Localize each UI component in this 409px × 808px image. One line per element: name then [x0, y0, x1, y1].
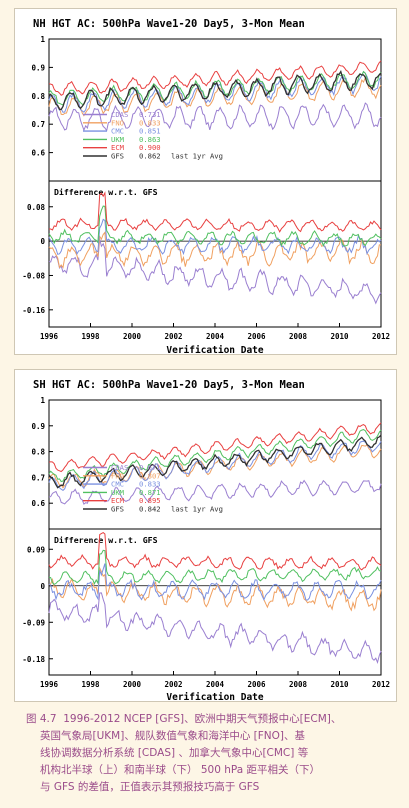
top-y-tick-label: 1 — [40, 396, 45, 405]
diff-line-ukm — [48, 549, 382, 586]
legend-name-ukm: UKM — [111, 488, 125, 497]
bottom-y-tick-label: -0.09 — [22, 618, 45, 627]
legend-value-ecm: 0.900 — [139, 143, 161, 152]
legend-value-cmc: 0.851 — [139, 127, 161, 136]
legend-name-ecm: ECM — [111, 496, 125, 505]
x-tick-label: 2004 — [206, 332, 225, 341]
caption-line-2: 英国气象局[UKM]、舰队数值气象和海洋中心 [FNO]、基 — [40, 730, 306, 742]
legend-value-fno: 0.833 — [139, 118, 161, 127]
diff-line-ecm — [48, 531, 382, 571]
top-y-tick-label: 0.7 — [31, 120, 45, 129]
series-line-cdas — [48, 102, 382, 132]
legend-name-ukm: UKM — [111, 135, 125, 144]
sh-chart-panel: SH HGT AC: 500hPa Wave1-20 Day5, 3-Mon M… — [14, 369, 397, 702]
chart-title: SH HGT AC: 500hPa Wave1-20 Day5, 3-Mon M… — [33, 379, 305, 391]
diff-line-ecm — [49, 191, 382, 233]
x-tick-label: 2000 — [123, 332, 142, 341]
top-y-tick-label: 0.9 — [31, 422, 45, 431]
x-tick-label: 2012 — [372, 332, 390, 341]
diff-line-cdas — [48, 592, 382, 664]
caption-line-5: 与 GFS 的差值，正值表示其预报技巧高于 GFS — [40, 781, 260, 793]
diff-line-ukm — [48, 205, 382, 247]
series-line-gfs — [48, 70, 382, 111]
x-tick-label: 1996 — [40, 680, 59, 689]
caption-line-4: 机构北半球（上）和南半球（下） 500 hPa 距平相关（下） — [40, 764, 321, 776]
top-y-tick-label: 0.7 — [31, 473, 45, 482]
legend-name-cdas: CDAS — [111, 463, 128, 472]
series-line-ukm — [48, 429, 382, 483]
diff-line-cmc — [48, 563, 382, 601]
legend-value-ukm: 0.871 — [139, 488, 161, 497]
top-y-tick-label: 1 — [40, 35, 45, 44]
top-y-tick-label: 0.9 — [31, 63, 45, 72]
x-tick-label: 2010 — [330, 332, 349, 341]
diff-line-fno — [48, 566, 382, 612]
x-tick-label: 2002 — [164, 680, 182, 689]
x-axis-label: Verification Date — [166, 692, 264, 701]
x-tick-label: 2004 — [206, 680, 225, 689]
legend-value-cdas: 0.731 — [139, 110, 161, 119]
bottom-y-tick-label: 0 — [40, 582, 45, 591]
legend-value-cdas: 0.671 — [139, 463, 161, 472]
legend-name-gfs: GFS — [111, 152, 124, 161]
caption-line-1: 图 4.7 1996-2012 NCEP [GFS]、欧洲中期天气预报中心[EC… — [26, 711, 394, 728]
diff-line-cmc — [48, 218, 382, 256]
diff-line-cdas — [48, 238, 382, 305]
bottom-y-tick-label: -0.16 — [22, 306, 45, 315]
legend-value-gfs: 0.842 — [139, 505, 161, 514]
sh-chart: SH HGT AC: 500hPa Wave1-20 Day5, 3-Mon M… — [22, 379, 390, 701]
x-tick-label: 2008 — [289, 332, 308, 341]
figure-caption: 图 4.7 1996-2012 NCEP [GFS]、欧洲中期天气预报中心[EC… — [26, 711, 394, 796]
legend-name-gfs: GFS — [111, 505, 124, 514]
top-y-tick-label: 0.6 — [31, 499, 45, 508]
series-line-cmc — [48, 71, 382, 113]
top-y-tick-label: 0.6 — [31, 149, 45, 158]
legend-value-ukm: 0.863 — [139, 135, 161, 144]
legend-name-ecm: ECM — [111, 143, 125, 152]
bottom-y-tick-label: 0 — [40, 237, 45, 246]
chart-title: NH HGT AC: 500hPa Wave1-20 Day5, 3-Mon M… — [33, 18, 305, 30]
x-tick-label: 2000 — [123, 680, 142, 689]
bottom-y-tick-label: -0.08 — [22, 271, 45, 280]
x-tick-label: 1998 — [81, 332, 100, 341]
legend-note: last 1yr Avg — [171, 505, 223, 514]
series-line-cmc — [48, 440, 382, 492]
x-tick-label: 2006 — [247, 332, 266, 341]
top-y-tick-label: 0.8 — [31, 92, 45, 101]
legend-name-cdas: CDAS — [111, 110, 128, 119]
legend-name-fno: FNO — [111, 471, 124, 480]
series-line-gfs — [48, 434, 382, 489]
caption-line-3: 线协调数据分析系统 [CDAS] 、加拿大气象中心[CMC] 等 — [40, 747, 309, 759]
legend-value-cmc: 0.833 — [139, 480, 161, 489]
top-y-tick-label: 0.8 — [31, 448, 45, 457]
legend-value-ecm: 0.895 — [139, 496, 161, 505]
x-tick-label: 1996 — [40, 332, 59, 341]
series-line-ecm — [48, 60, 382, 96]
legend-name-cmc: CMC — [111, 127, 124, 136]
legend-name-cmc: CMC — [111, 480, 124, 489]
legend-name-fno: FNO — [111, 118, 124, 127]
bottom-y-tick-label: 0.08 — [27, 203, 46, 212]
x-axis-label: Verification Date — [166, 345, 264, 354]
caption-text-1: 1996-2012 NCEP [GFS]、欧洲中期天气预报中心[ECM]、 — [63, 713, 342, 725]
x-tick-label: 2012 — [372, 680, 390, 689]
x-tick-label: 2002 — [164, 332, 182, 341]
x-tick-label: 2006 — [247, 680, 266, 689]
x-tick-label: 2010 — [330, 680, 349, 689]
bottom-y-tick-label: 0.09 — [27, 545, 46, 554]
legend-note: last 1yr Avg — [171, 152, 223, 161]
legend-value-fno: 0.807 — [139, 471, 161, 480]
legend-value-gfs: 0.862 — [139, 152, 161, 161]
figure-number: 图 4.7 — [26, 713, 57, 725]
difference-label: Difference w.r.t. GFS — [54, 187, 158, 197]
nh-chart: NH HGT AC: 500hPa Wave1-20 Day5, 3-Mon M… — [22, 18, 390, 354]
x-tick-label: 2008 — [289, 680, 308, 689]
nh-chart-panel: NH HGT AC: 500hPa Wave1-20 Day5, 3-Mon M… — [14, 8, 397, 355]
bottom-y-tick-label: -0.18 — [22, 655, 45, 664]
x-tick-label: 1998 — [81, 680, 100, 689]
series-line-ecm — [48, 422, 382, 473]
